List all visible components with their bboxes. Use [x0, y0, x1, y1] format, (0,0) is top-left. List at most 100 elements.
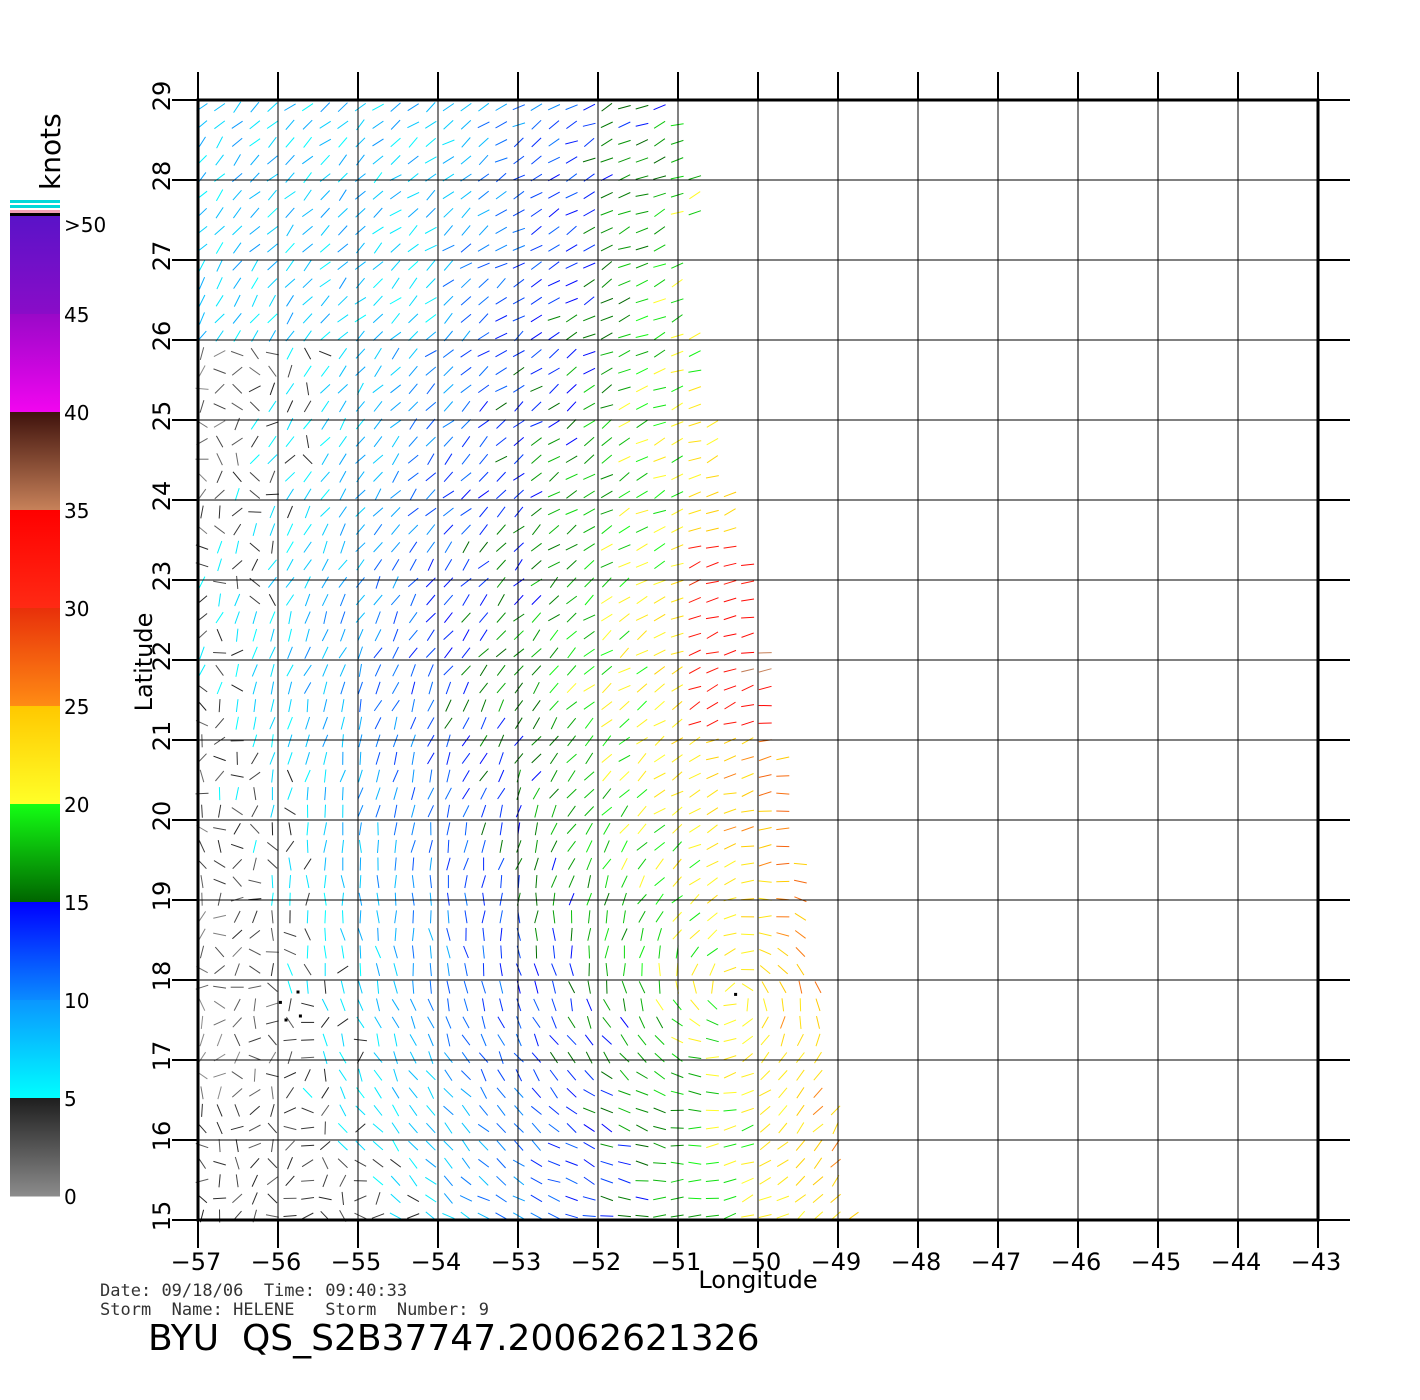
wind-vector: [497, 1034, 506, 1046]
wind-vector: [283, 1215, 297, 1217]
wind-vector: [565, 1160, 578, 1166]
wind-vector: [635, 315, 649, 322]
wind-vector: [830, 1158, 841, 1168]
wind-vector: [723, 597, 737, 603]
wind-vector: [234, 1156, 240, 1170]
wind-vector: [741, 598, 755, 602]
wind-vector: [533, 998, 540, 1011]
wind-vector: [377, 927, 379, 941]
wind-vector: [688, 685, 702, 691]
wind-vector: [371, 1213, 385, 1219]
wind-vector: [530, 191, 543, 199]
wind-vector: [319, 138, 332, 147]
wind-vector: [600, 1215, 614, 1217]
wind-vector: [287, 752, 293, 765]
wind-vector: [706, 455, 719, 464]
wind-vector: [495, 244, 508, 252]
wind-vector: [390, 1193, 401, 1204]
wind-vector: [410, 1016, 416, 1029]
wind-vector: [372, 454, 384, 464]
wind-vector: [496, 1158, 506, 1169]
wind-vector: [461, 225, 471, 236]
wind-vector: [460, 155, 472, 165]
wind-vector: [548, 120, 560, 130]
wind-vector: [496, 277, 506, 289]
wind-vector: [248, 879, 262, 884]
wind-vector: [547, 280, 561, 287]
wind-vector: [618, 490, 631, 499]
wind-vector: [253, 787, 257, 801]
wind-vector: [584, 1070, 594, 1081]
wind-vector: [530, 331, 543, 341]
wind-vector: [636, 842, 648, 851]
wind-vector: [284, 103, 296, 111]
wind-vector: [410, 840, 416, 853]
wind-vector: [832, 1121, 839, 1135]
wind-vector: [583, 262, 596, 269]
wind-vector: [199, 312, 205, 325]
wind-vector: [566, 120, 578, 130]
wind-vector: [390, 190, 402, 200]
wind-vector: [409, 1034, 417, 1046]
wind-vector: [426, 629, 435, 641]
wind-vector: [463, 980, 469, 994]
wind-vector: [337, 314, 349, 323]
lat-tick-label: 20: [148, 801, 176, 832]
wind-vector: [552, 945, 556, 959]
wind-vector: [320, 365, 330, 377]
wind-vector: [548, 226, 560, 235]
wind-vector: [426, 489, 436, 500]
wind-vector: [621, 840, 628, 853]
wind-vector: [461, 137, 471, 148]
wind-vector: [567, 647, 576, 659]
wind-vector: [618, 754, 631, 762]
wind-vector: [653, 263, 667, 268]
wind-vector: [496, 630, 507, 641]
wind-vector: [477, 209, 490, 217]
wind-vector: [709, 963, 716, 976]
wind-vector: [338, 137, 348, 148]
wind-vector: [534, 857, 539, 871]
wind-vector: [600, 490, 613, 499]
wind-vector: [359, 963, 362, 977]
wind-vector: [795, 1158, 806, 1169]
wind-vector: [425, 1140, 436, 1151]
wind-vector: [479, 629, 488, 641]
wind-vector: [531, 155, 542, 165]
wind-vector: [531, 595, 542, 605]
wind-vector: [550, 1087, 558, 1099]
wind-vector: [568, 893, 575, 906]
wind-vector: [723, 615, 737, 621]
wind-vector: [271, 769, 274, 783]
wind-vector: [285, 436, 295, 448]
wind-vector: [460, 1088, 472, 1098]
wind-vector: [796, 1069, 805, 1081]
wind-vector: [671, 806, 683, 816]
wind-vector: [653, 789, 666, 798]
colorbar-segment: [10, 412, 60, 511]
wind-vector: [339, 1104, 347, 1117]
wind-vector: [723, 649, 737, 656]
wind-vector: [304, 505, 311, 519]
wind-vector: [495, 226, 508, 235]
wind-vector: [301, 1179, 315, 1182]
wind-vector: [283, 948, 297, 956]
wind-vector: [635, 334, 649, 338]
wind-vector: [586, 998, 593, 1011]
wind-vector: [688, 421, 702, 427]
wind-vector: [408, 137, 418, 148]
wind-vector: [583, 244, 596, 252]
wind-vector: [358, 839, 362, 853]
wind-vector: [670, 562, 684, 567]
wind-vector: [480, 787, 487, 800]
lon-tick-label: −52: [571, 1248, 622, 1276]
wind-vector: [357, 805, 364, 818]
wind-vector: [443, 1105, 454, 1116]
wind-vector: [358, 663, 362, 677]
wind-vector: [565, 262, 578, 269]
wind-vector: [513, 1176, 525, 1186]
wind-vector: [635, 1196, 649, 1201]
wind-vector: [426, 594, 436, 606]
wind-vector: [724, 877, 736, 886]
